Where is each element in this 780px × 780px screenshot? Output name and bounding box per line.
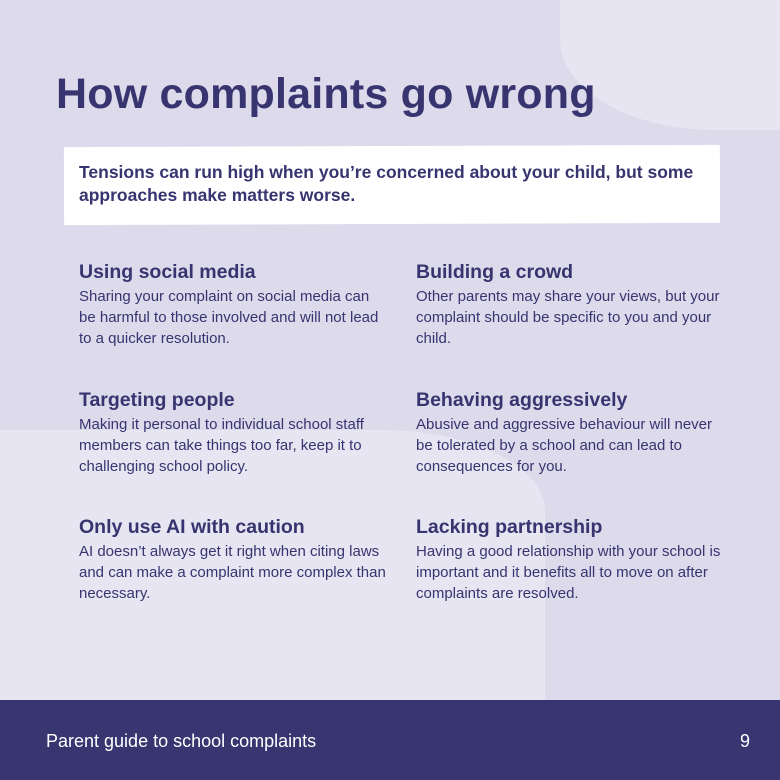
page-number: 9 <box>739 731 750 751</box>
item-heading: Lacking partnership <box>416 516 603 538</box>
item-body: Having a good relationship with your sch… <box>416 543 721 602</box>
item-building-crowd: Building a crowd Other parents may share … <box>416 260 726 349</box>
footer: Parent guide to school complaints 9 <box>0 700 780 780</box>
item-body: Other parents may share your views, but … <box>416 288 720 347</box>
item-body: Making it personal to individual school … <box>79 416 364 475</box>
background-shape <box>0 430 545 700</box>
subtitle: Tensions can run high when you’re concer… <box>79 162 694 205</box>
item-heading: Only use AI with caution <box>79 516 305 538</box>
item-social-media: Using social media Sharing your complaint… <box>79 260 389 349</box>
item-body: AI doesn’t always get it right when citi… <box>79 543 386 602</box>
item-body: Abusive and aggressive behaviour will ne… <box>416 416 713 475</box>
item-heading: Targeting people <box>79 389 235 411</box>
item-body: Sharing your complaint on social media c… <box>79 288 379 347</box>
item-heading: Building a crowd <box>416 261 574 283</box>
item-behaving-aggressively: Behaving aggressively Abusive and aggress… <box>416 388 726 477</box>
footer-title: Parent guide to school complaints <box>46 731 317 751</box>
item-heading: Using social media <box>79 261 256 283</box>
item-ai-caution: Only use AI with caution AI doesn’t alway… <box>79 515 389 604</box>
item-heading: Behaving aggressively <box>416 389 628 411</box>
page-title: How complaints go wrong <box>56 70 596 118</box>
item-targeting-people: Targeting people Making it personal to in… <box>79 388 389 477</box>
item-lacking-partnership: Lacking partnership Having a good relatio… <box>416 515 726 604</box>
